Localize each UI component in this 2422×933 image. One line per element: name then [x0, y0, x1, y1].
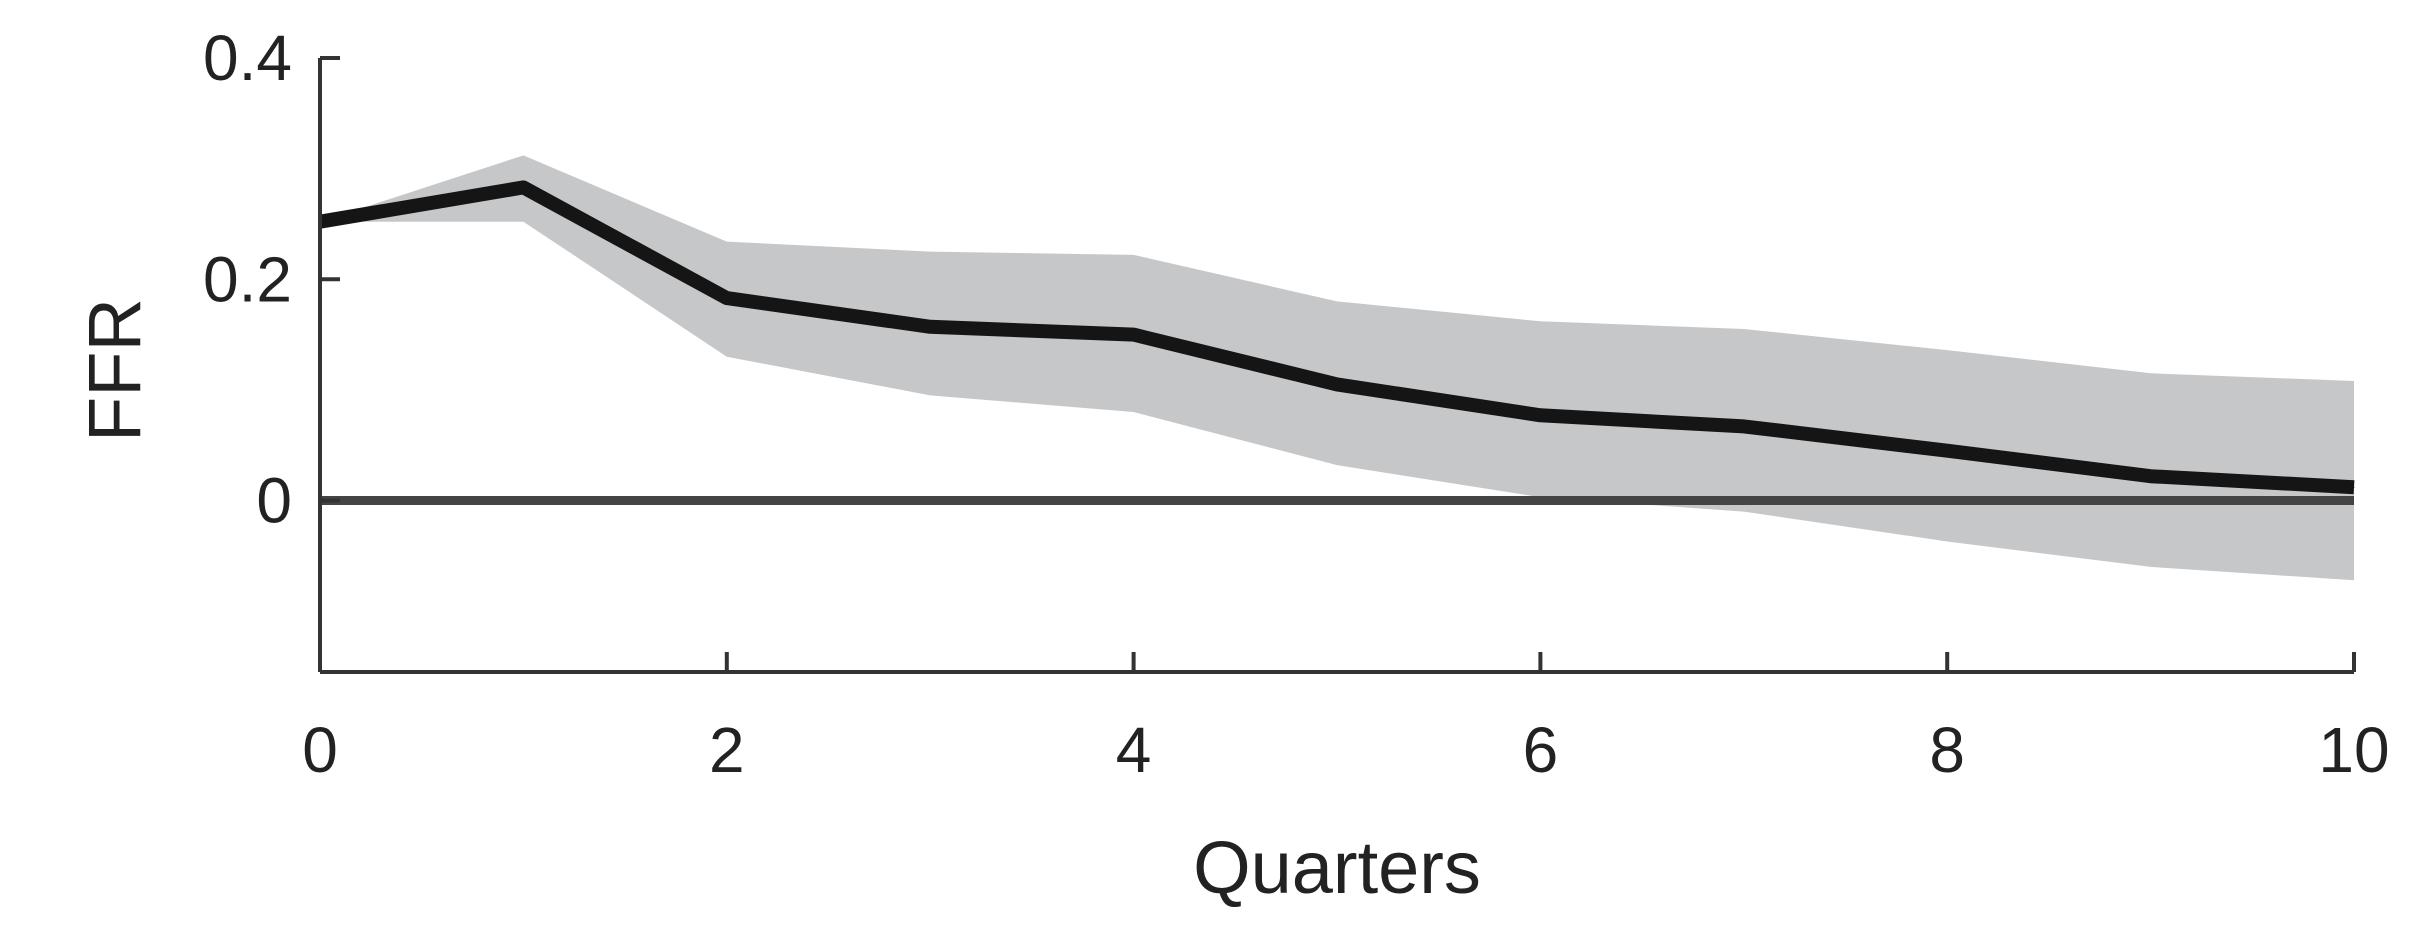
- x-tick-label: 10: [2318, 714, 2389, 786]
- axis-labels: 0 2 4 6 8 10 0 0.2 0.4 Quarters FFR: [73, 22, 2390, 909]
- data-point: [1133, 334, 1135, 336]
- confidence-band: [320, 155, 2354, 581]
- y-tick-label: 0: [256, 465, 292, 537]
- data-point: [2353, 486, 2355, 488]
- y-tick-label: 0.2: [203, 243, 292, 315]
- x-tick-label: 2: [709, 714, 745, 786]
- data-point: [1539, 414, 1541, 416]
- data-point: [522, 186, 524, 188]
- data-point: [1743, 425, 1745, 427]
- x-tick-label: 8: [1929, 714, 1965, 786]
- axes: [318, 56, 2356, 674]
- y-tick-label: 0.4: [203, 22, 292, 94]
- impulse-response-layer: [318, 180, 2355, 495]
- x-tick-label: 6: [1523, 714, 1559, 786]
- y-axis-title: FFR: [73, 298, 156, 442]
- data-point: [1336, 383, 1338, 385]
- data-point: [1946, 450, 1948, 452]
- x-tick-label: 4: [1116, 714, 1152, 786]
- confidence-band-layer: [320, 155, 2354, 581]
- data-point: [929, 326, 931, 328]
- x-tick-label: 0: [302, 714, 338, 786]
- x-axis-title: Quarters: [1193, 826, 1481, 909]
- data-point: [726, 297, 728, 299]
- data-point: [2150, 475, 2152, 477]
